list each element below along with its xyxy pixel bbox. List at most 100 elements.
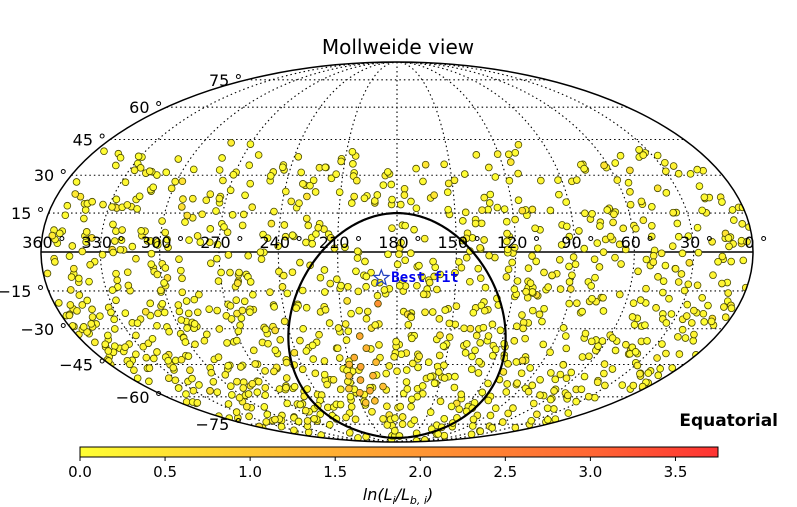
data-point xyxy=(372,358,380,367)
data-point xyxy=(178,203,186,211)
data-point xyxy=(290,426,298,435)
data-point xyxy=(337,281,345,290)
data-point xyxy=(693,281,702,290)
data-point xyxy=(407,197,415,206)
colorbar-gradient xyxy=(79,446,719,458)
data-point xyxy=(193,308,202,317)
data-point xyxy=(550,387,558,395)
data-point xyxy=(675,350,684,358)
data-point xyxy=(206,190,215,198)
data-point xyxy=(184,309,193,318)
data-point xyxy=(408,334,416,343)
data-point xyxy=(618,381,627,389)
lon-tick-label: 30 ° xyxy=(680,233,713,252)
data-point xyxy=(567,368,576,377)
data-point xyxy=(580,244,589,253)
data-point xyxy=(599,293,607,302)
data-point xyxy=(82,228,91,236)
data-point xyxy=(295,199,303,207)
data-point xyxy=(174,301,183,309)
data-point xyxy=(491,173,500,181)
data-point xyxy=(165,327,173,336)
data-point xyxy=(510,337,519,345)
data-point xyxy=(385,362,394,370)
data-point xyxy=(237,363,245,371)
data-point xyxy=(508,258,516,267)
data-point xyxy=(484,379,492,388)
data-point xyxy=(667,310,676,318)
data-point xyxy=(124,281,133,290)
data-point xyxy=(373,191,382,199)
data-point xyxy=(290,382,299,391)
data-point xyxy=(661,261,670,270)
data-point xyxy=(506,158,515,166)
data-point xyxy=(249,346,258,355)
data-point xyxy=(179,195,187,203)
data-point xyxy=(451,372,459,381)
data-point xyxy=(615,290,624,299)
data-point xyxy=(374,299,382,308)
data-point xyxy=(606,232,615,241)
data-point xyxy=(393,367,401,376)
data-point xyxy=(687,319,696,327)
data-point xyxy=(224,361,232,370)
data-point xyxy=(226,268,234,277)
data-point xyxy=(112,269,120,278)
data-point xyxy=(601,381,609,390)
data-point xyxy=(727,304,736,313)
data-point xyxy=(540,268,548,277)
data-point xyxy=(461,208,470,217)
data-point xyxy=(587,282,596,290)
data-point xyxy=(476,244,484,252)
data-point xyxy=(88,305,96,314)
data-point xyxy=(283,399,292,408)
data-point xyxy=(662,319,671,327)
lon-tick-label: 360 ° xyxy=(22,233,66,252)
data-point xyxy=(246,308,254,316)
data-point xyxy=(443,188,452,197)
data-point xyxy=(467,365,476,374)
colorbar-tick-label: 3.5 xyxy=(664,463,688,481)
data-point xyxy=(410,416,419,425)
data-point xyxy=(500,205,509,213)
data-point xyxy=(137,227,145,235)
data-point xyxy=(635,145,643,154)
data-point xyxy=(518,356,527,365)
data-point xyxy=(504,360,512,368)
data-point xyxy=(610,210,618,219)
data-point xyxy=(360,194,369,203)
data-point xyxy=(224,400,233,408)
data-point xyxy=(304,428,313,437)
data-point xyxy=(474,264,483,273)
data-point xyxy=(350,192,358,201)
sky-outline xyxy=(40,61,754,443)
data-point xyxy=(455,405,463,413)
data-point xyxy=(202,196,211,205)
data-point xyxy=(477,301,486,310)
data-point xyxy=(362,282,370,291)
data-point xyxy=(304,221,313,230)
lat-tick-label: −60 ° xyxy=(116,388,163,407)
data-point xyxy=(99,200,107,209)
data-point xyxy=(171,376,180,385)
data-point xyxy=(644,369,653,377)
data-point xyxy=(181,338,190,346)
data-point xyxy=(615,240,624,249)
lon-tick-label: 240 ° xyxy=(259,233,303,252)
data-point xyxy=(414,363,422,372)
data-point xyxy=(528,288,537,296)
data-point xyxy=(671,264,680,273)
data-point xyxy=(656,364,664,373)
data-point xyxy=(355,306,363,315)
data-point xyxy=(184,352,193,360)
data-point xyxy=(478,206,486,214)
data-point xyxy=(393,260,402,269)
data-point xyxy=(233,279,242,287)
data-point xyxy=(254,377,263,386)
data-point xyxy=(593,239,602,247)
lon-tick-label: 60 ° xyxy=(621,233,654,252)
data-point xyxy=(526,364,534,372)
data-point xyxy=(333,275,341,284)
data-point xyxy=(229,170,238,179)
lon-tick-label: 0 ° xyxy=(744,233,767,252)
